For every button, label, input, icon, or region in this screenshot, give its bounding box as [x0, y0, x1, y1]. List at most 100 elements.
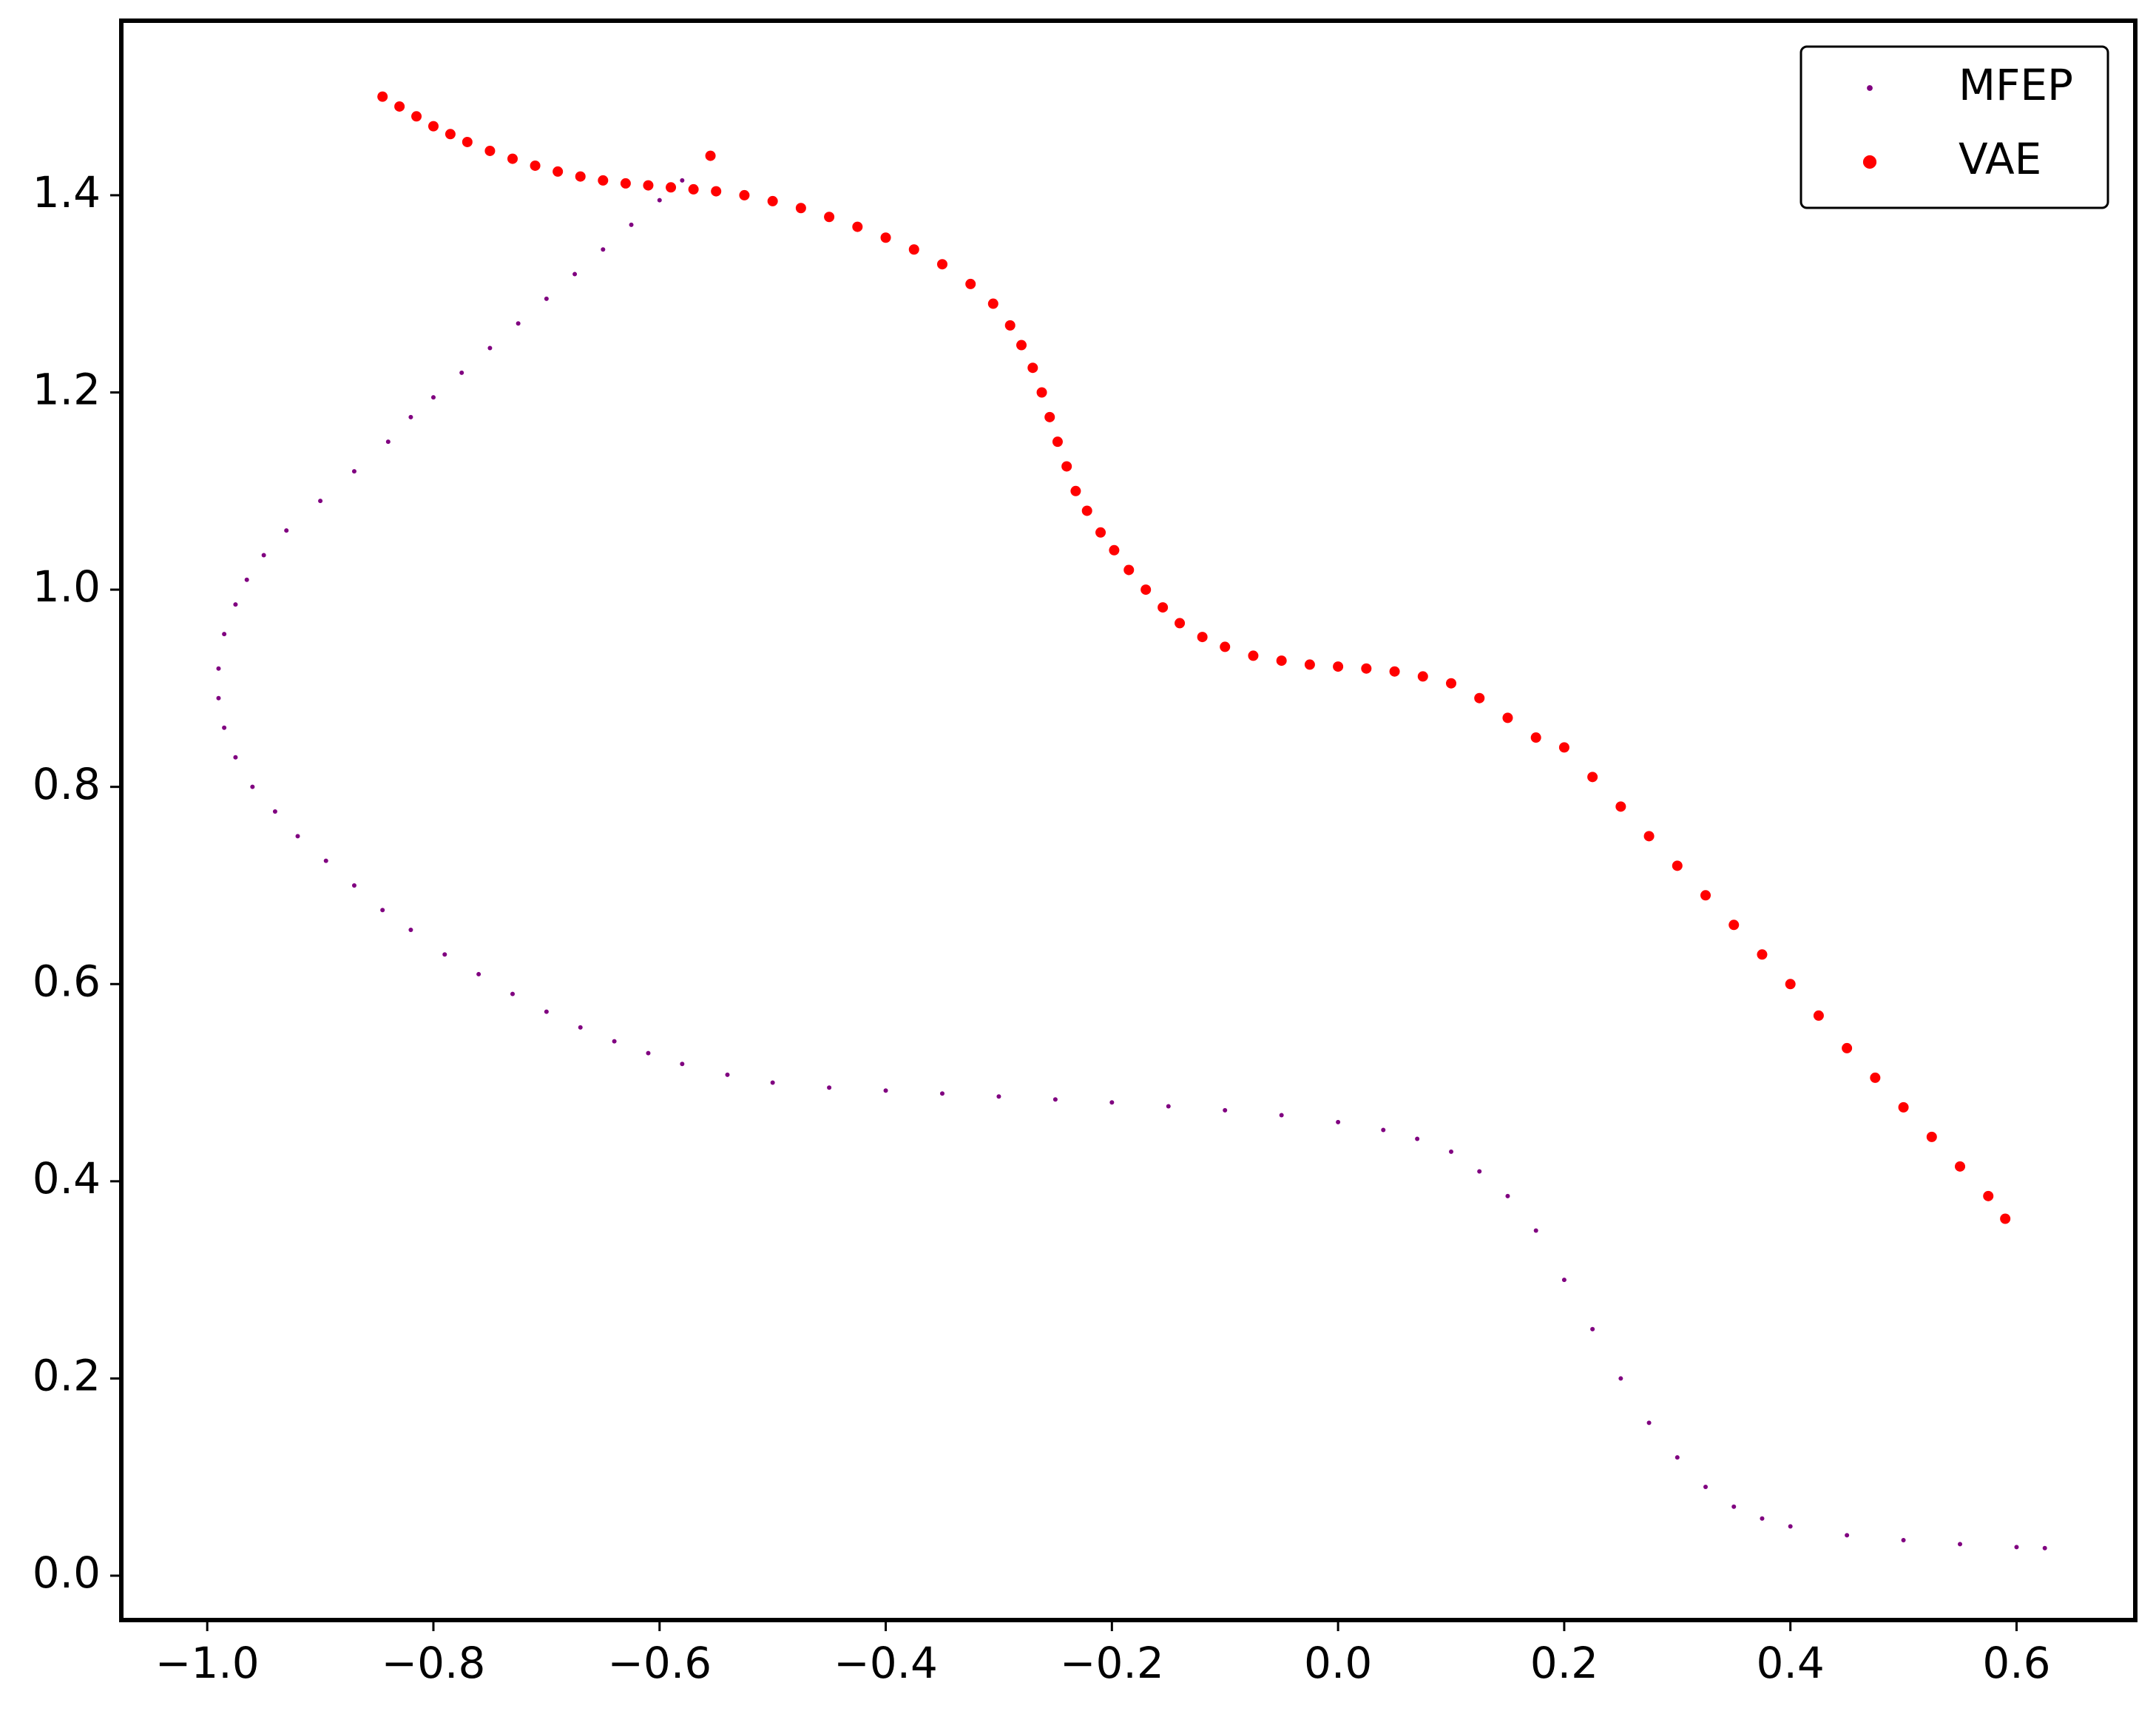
point [1955, 1161, 1966, 1172]
point [459, 370, 464, 375]
point [939, 1091, 944, 1096]
point [1590, 1326, 1595, 1332]
point [1036, 387, 1047, 398]
point [711, 186, 722, 197]
y-tick-label: 0.8 [33, 759, 101, 809]
point [1760, 1516, 1765, 1521]
point [222, 725, 227, 730]
point [1070, 485, 1081, 496]
point [1731, 1504, 1737, 1509]
point [880, 232, 891, 243]
point [936, 259, 947, 270]
point [1983, 1190, 1994, 1201]
point [987, 298, 998, 309]
x-tick-label: −0.6 [607, 1638, 712, 1688]
point [530, 160, 541, 171]
point [965, 278, 976, 289]
point [996, 1094, 1001, 1099]
point [487, 345, 493, 351]
series [377, 91, 2011, 1224]
point [544, 1009, 549, 1014]
point [510, 991, 516, 996]
point [1197, 632, 1208, 643]
legend-label: MFEP [1959, 60, 2073, 110]
point [1845, 1533, 1850, 1538]
point [1446, 678, 1457, 689]
y-tick-label: 0.0 [33, 1548, 101, 1598]
point [1728, 920, 1740, 931]
point [657, 198, 662, 203]
point [445, 129, 456, 140]
point [261, 553, 266, 558]
point [643, 180, 654, 191]
x-tick-label: −0.2 [1060, 1638, 1164, 1688]
point [1220, 641, 1231, 652]
point [1123, 564, 1135, 576]
point [1044, 411, 1055, 422]
point [1842, 1042, 1853, 1053]
point [544, 296, 549, 301]
point [1672, 860, 1683, 871]
point [908, 244, 919, 255]
point [385, 439, 391, 445]
point [1361, 663, 1372, 674]
point [377, 91, 388, 102]
point [1276, 655, 1287, 667]
point [883, 1088, 888, 1093]
point [552, 166, 564, 177]
x-tick-label: −1.0 [155, 1638, 260, 1688]
point [1788, 1524, 1793, 1529]
x-tick-label: 0.6 [1982, 1638, 2050, 1688]
point [1530, 732, 1541, 743]
point [1223, 1107, 1228, 1113]
legend-box [1800, 45, 2109, 209]
point [1618, 1376, 1623, 1381]
point [1081, 505, 1092, 516]
point [1870, 1072, 1881, 1083]
point [1336, 1119, 1341, 1124]
point [1898, 1101, 1909, 1113]
x-tick-label: −0.4 [834, 1638, 938, 1688]
point [601, 247, 606, 252]
point [284, 528, 289, 533]
point [484, 145, 496, 156]
y-tick-label: 0.2 [33, 1351, 101, 1401]
x-tick-label: −0.8 [382, 1638, 486, 1688]
y-tick-label: 1.4 [33, 167, 101, 217]
point [1304, 659, 1315, 670]
point [516, 321, 521, 326]
point [1615, 801, 1626, 812]
point [1449, 1149, 1454, 1154]
point [767, 195, 778, 206]
point [244, 577, 249, 582]
y-tick-label: 0.6 [33, 956, 101, 1006]
point [1675, 1455, 1680, 1460]
point [1175, 618, 1186, 629]
point [233, 602, 238, 607]
point [680, 178, 685, 183]
point [1052, 1097, 1058, 1102]
point [1109, 1100, 1115, 1105]
point [1958, 1542, 1963, 1547]
point [351, 883, 356, 888]
point [629, 222, 634, 227]
point [1643, 831, 1655, 842]
point [725, 1072, 730, 1077]
point [739, 189, 750, 200]
point [272, 809, 277, 814]
point [1381, 1127, 1386, 1133]
x-tick-label: 0.2 [1530, 1638, 1598, 1688]
point [1166, 1104, 1171, 1109]
y-tick-label: 1.0 [33, 561, 101, 612]
point [795, 203, 806, 214]
legend-label: VAE [1959, 134, 2041, 184]
point [1333, 661, 1344, 672]
point [1901, 1538, 1906, 1543]
point [476, 971, 481, 976]
point [380, 908, 385, 913]
legend-marker [1867, 85, 1873, 91]
point [1533, 1228, 1538, 1233]
x-tick-label: 0.0 [1304, 1638, 1372, 1688]
point [1052, 436, 1063, 448]
